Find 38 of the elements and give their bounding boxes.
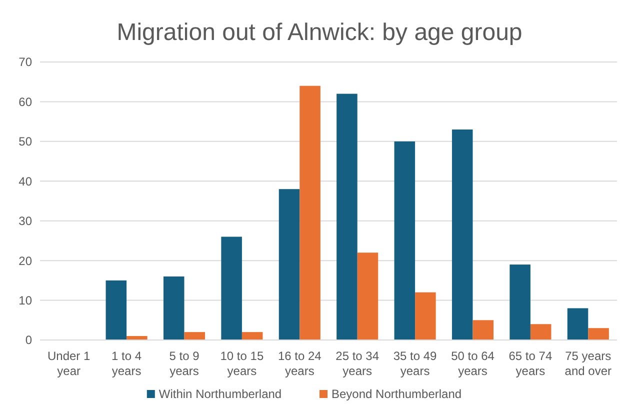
x-tick-label: 10 to 15 years bbox=[220, 349, 264, 378]
legend-label: Within Northumberland bbox=[158, 387, 282, 401]
bar bbox=[163, 276, 184, 340]
y-tick-label: 70 bbox=[18, 55, 32, 70]
bar bbox=[394, 141, 416, 340]
x-tick-label: 75 years and over bbox=[564, 349, 612, 378]
y-tick-label: 20 bbox=[18, 254, 32, 268]
bar bbox=[106, 280, 127, 340]
y-tick-label: 50 bbox=[18, 134, 32, 149]
bar bbox=[300, 86, 320, 340]
y-tick-label: 40 bbox=[18, 174, 32, 188]
y-tick-label: 60 bbox=[18, 94, 32, 109]
x-tick-label: 16 to 24 years bbox=[278, 349, 322, 378]
bar bbox=[336, 94, 358, 340]
bar bbox=[588, 328, 609, 340]
bar bbox=[278, 189, 300, 340]
bar bbox=[510, 264, 530, 340]
x-tick-label: Under 1 year bbox=[48, 349, 91, 378]
x-tick-label: 65 to 74 years bbox=[508, 349, 552, 378]
bar bbox=[567, 308, 588, 340]
bar bbox=[452, 130, 473, 340]
bar bbox=[242, 332, 263, 340]
y-tick-label: 0 bbox=[25, 333, 32, 348]
x-tick-label: 50 to 64 years bbox=[451, 349, 495, 378]
y-tick-label: 10 bbox=[18, 293, 32, 308]
x-tick-label: 5 to 9 years bbox=[169, 349, 200, 378]
bar bbox=[357, 252, 378, 340]
bar bbox=[221, 236, 242, 340]
bar bbox=[472, 320, 494, 340]
bar bbox=[415, 292, 436, 340]
legend-label: Beyond Northumberland bbox=[332, 387, 462, 401]
bar bbox=[530, 324, 552, 340]
y-tick-label: 30 bbox=[18, 214, 32, 228]
x-tick-label: 1 to 4 years bbox=[112, 349, 142, 378]
bar bbox=[184, 332, 206, 340]
chart-title: Migration out of Alnwick: by age group bbox=[116, 19, 522, 46]
x-tick-label: 25 to 34 years bbox=[336, 349, 380, 378]
x-tick-label: 35 to 49 years bbox=[393, 349, 438, 378]
